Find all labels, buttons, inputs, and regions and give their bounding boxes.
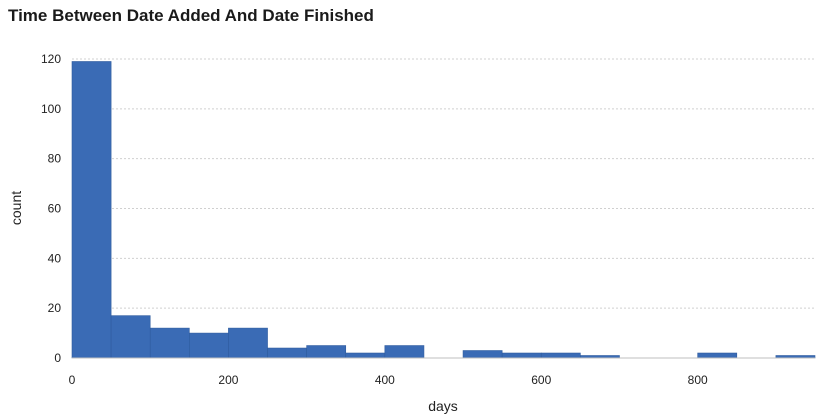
- histogram-bar: [501, 352, 542, 359]
- histogram-bar: [71, 61, 112, 359]
- histogram-bar: [110, 315, 151, 359]
- histogram-bar: [149, 327, 190, 359]
- x-tick-labels: 0 200 400 600 800: [69, 373, 708, 387]
- x-axis-label: days: [428, 398, 458, 414]
- histogram-bar: [384, 345, 425, 359]
- y-axis-label: count: [8, 191, 24, 225]
- histogram-bar: [462, 350, 503, 359]
- y-tick-label: 80: [48, 152, 62, 166]
- x-tick-label: 800: [688, 373, 708, 387]
- x-tick-label: 200: [218, 373, 238, 387]
- y-tick-labels: 0 20 40 60 80 100 120: [41, 52, 61, 365]
- histogram-bar: [697, 352, 738, 359]
- gridlines: [72, 58, 815, 309]
- histogram-bar: [189, 332, 229, 359]
- histogram-bar: [306, 345, 347, 359]
- histogram-bar: [267, 347, 307, 359]
- histogram-bar: [540, 352, 581, 359]
- chart-title: Time Between Date Added And Date Finishe…: [8, 6, 374, 25]
- histogram-bars: [71, 61, 816, 359]
- histogram-bar: [345, 352, 386, 359]
- x-tick-label: 0: [69, 373, 76, 387]
- y-tick-label: 0: [54, 351, 61, 365]
- x-tick-label: 600: [531, 373, 551, 387]
- y-tick-label: 120: [41, 52, 61, 66]
- y-tick-label: 20: [48, 301, 62, 315]
- y-tick-label: 100: [41, 102, 61, 116]
- y-tick-label: 40: [48, 251, 62, 265]
- x-tick-label: 400: [375, 373, 395, 387]
- y-tick-label: 60: [48, 202, 62, 216]
- histogram-bar: [228, 327, 268, 359]
